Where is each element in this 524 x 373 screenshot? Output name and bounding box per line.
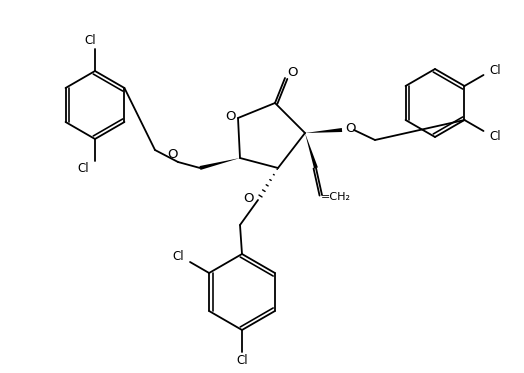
Text: O: O xyxy=(288,66,298,79)
Text: Cl: Cl xyxy=(77,163,89,176)
Polygon shape xyxy=(305,133,318,169)
Text: Cl: Cl xyxy=(236,354,248,367)
Text: Cl: Cl xyxy=(84,34,96,47)
Polygon shape xyxy=(200,158,240,170)
Text: O: O xyxy=(345,122,355,135)
Text: O: O xyxy=(225,110,235,123)
Text: Cl: Cl xyxy=(490,131,501,144)
Text: O: O xyxy=(167,147,177,160)
Text: O: O xyxy=(243,191,253,204)
Text: Cl: Cl xyxy=(172,250,184,263)
Polygon shape xyxy=(305,128,342,133)
Text: =CH₂: =CH₂ xyxy=(321,192,351,202)
Text: Cl: Cl xyxy=(490,65,501,78)
